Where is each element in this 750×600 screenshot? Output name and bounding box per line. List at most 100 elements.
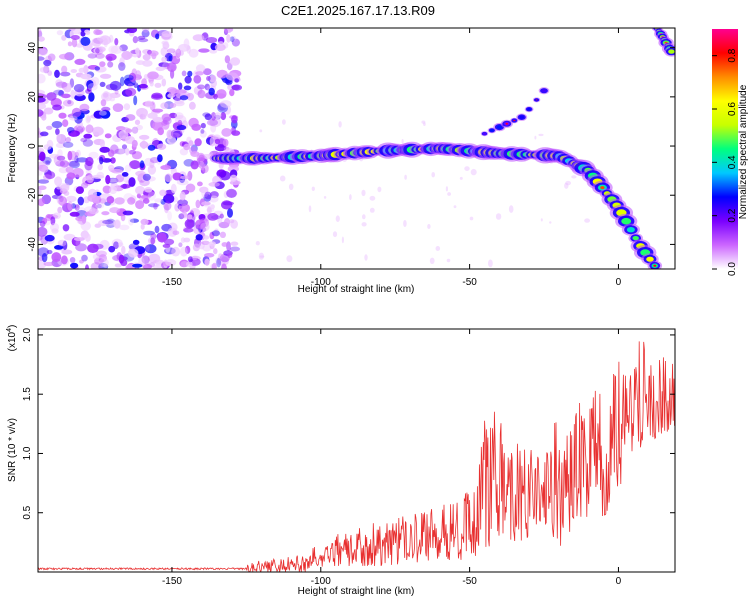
heatmap-y-tick-label: 40 — [27, 42, 38, 54]
heatmap-noise-blob — [160, 102, 169, 109]
heatmap-noise-blob — [190, 151, 200, 157]
heatmap-noise-blob — [184, 218, 195, 229]
heatmap-noise-blob — [163, 201, 172, 211]
colorbar-tick-label: 0.4 — [727, 155, 738, 169]
heatmap-noise-blob — [121, 144, 128, 150]
heatmap-speckle — [364, 254, 368, 261]
heatmap-noise-blob — [38, 56, 45, 61]
heatmap-noise-blob — [222, 138, 229, 147]
heatmap-y-tick-label: -20 — [27, 188, 38, 203]
heatmap-speckle — [341, 236, 344, 244]
heatmap-noise-blob — [163, 238, 175, 246]
heatmap-noise-blob — [174, 112, 184, 120]
snr-plot: -150 -100 -50 0 0.5 1.0 1.5 2.0 (x104) Height … — [6, 325, 676, 597]
heatmap-noise-blob — [204, 83, 210, 91]
colorbar-tick-label: 0.2 — [727, 208, 738, 222]
heatmap-noise-blob — [155, 258, 162, 269]
heatmap-noise-blob — [101, 106, 111, 112]
snr-frame — [37, 328, 676, 573]
heatmap-noise-blob — [180, 261, 189, 268]
heatmap-noise-blob — [79, 103, 90, 112]
heatmap-noise-blob — [195, 71, 204, 76]
heatmap-noise-blob — [166, 129, 174, 140]
heatmap-noise-blob — [70, 35, 80, 40]
heatmap-noise-blob — [57, 206, 63, 214]
heatmap-noise-blob — [120, 213, 126, 222]
heatmap-noise-blob — [187, 256, 194, 263]
heatmap-noise-blob — [195, 199, 201, 209]
heatmap-noise-blob — [85, 233, 91, 242]
heatmap-noise-blob — [136, 107, 148, 118]
heatmap-noise-blob — [205, 37, 218, 44]
heatmap-noise-blob — [137, 35, 146, 40]
heatmap-noise-blob — [61, 65, 68, 74]
heatmap-noise-blob — [179, 191, 186, 201]
heatmap-noise-blob — [39, 131, 49, 137]
heatmap-branch-mark — [496, 125, 503, 129]
heatmap-noise-blob — [157, 232, 167, 243]
heatmap-noise-blob — [161, 56, 167, 63]
heatmap-noise-blob — [61, 249, 73, 255]
heatmap-noise-blob — [38, 36, 45, 42]
colorbar-gradient — [712, 29, 738, 269]
heatmap-noise-blob — [61, 255, 68, 265]
heatmap-noise-blob — [230, 174, 238, 182]
heatmap-noise-blob — [186, 92, 194, 101]
snr-x-ticks: -150 -100 -50 0 — [162, 329, 622, 587]
heatmap-noise-blob — [218, 253, 223, 259]
heatmap-noise-blob — [139, 160, 145, 169]
heatmap-noise-blob — [92, 48, 101, 54]
heatmap-noise-blob — [230, 241, 239, 246]
heatmap-noise-blob — [38, 187, 42, 196]
heatmap-noise-blob — [74, 155, 79, 163]
heatmap-noise-blob — [58, 112, 67, 119]
heatmap-noise-blob — [70, 89, 75, 99]
heatmap-speckle — [534, 135, 537, 140]
heatmap-x-axis-label: Height of straight line (km) — [298, 284, 415, 295]
heatmap-noise-blob — [176, 124, 187, 131]
heatmap-noise-blob — [122, 210, 134, 216]
heatmap-noise-blob — [190, 160, 199, 170]
heatmap-noise-blob — [63, 233, 76, 241]
heatmap-y-tick-label: 20 — [27, 91, 38, 103]
heatmap-speckle — [488, 259, 493, 268]
heatmap-signal-mark — [653, 264, 657, 267]
heatmap-noise-blob — [153, 202, 158, 210]
heatmap-noise-blob — [38, 103, 47, 110]
heatmap-noise-blob — [142, 60, 153, 67]
heatmap-noise-blob — [210, 204, 215, 210]
heatmap-noise-blob — [161, 33, 173, 41]
heatmap-noise-blob — [98, 258, 105, 263]
heatmap-noise-blob — [234, 78, 239, 83]
heatmap-noise-blob — [131, 139, 138, 148]
heatmap-noise-blob — [38, 161, 47, 166]
heatmap-noise-blob — [129, 160, 141, 170]
heatmap-noise-blob — [110, 157, 116, 164]
heatmap-noise-blob — [80, 73, 92, 80]
heatmap-branch-mark — [541, 89, 547, 93]
heatmap-noise-blob — [227, 252, 233, 258]
heatmap-edge-mark — [668, 49, 675, 54]
heatmap-noise-blob — [187, 70, 193, 77]
colorbar-tick-label: 0.8 — [727, 48, 738, 62]
heatmap-noise-blob — [211, 230, 221, 237]
heatmap-noise-blob — [140, 223, 145, 230]
heatmap-noise-blob — [154, 82, 162, 88]
heatmap-noise-blob — [98, 258, 109, 268]
heatmap-noise-blob — [160, 198, 166, 205]
heatmap-noise-blob — [201, 240, 210, 245]
heatmap-noise-blob — [162, 243, 171, 248]
heatmap-noise-blob — [93, 110, 103, 119]
heatmap-noise-blob — [227, 28, 234, 32]
heatmap-noise-blob — [62, 119, 69, 127]
heatmap-noise-blob — [189, 101, 196, 110]
heatmap-speckle — [538, 133, 544, 137]
heatmap-noise-blob — [58, 166, 69, 174]
heatmap-noise-blob — [86, 80, 94, 89]
heatmap-noise-blob — [54, 245, 64, 250]
heatmap-noise-blob — [183, 85, 192, 91]
heatmap-noise-blob — [67, 160, 79, 167]
heatmap-noise-blob — [227, 208, 233, 218]
heatmap-noise-blob — [41, 114, 47, 121]
heatmap-noise-blob — [170, 128, 183, 139]
